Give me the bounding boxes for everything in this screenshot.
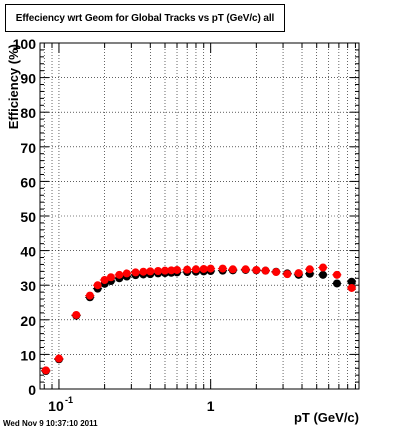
red-data-point [241,265,250,274]
chart-title-box: Effeciency wrt Geom for Global Tracks vs… [5,4,285,32]
red-data-point [115,270,124,279]
red-data-point [191,265,200,274]
red-data-point [252,265,261,274]
red-data-point [228,265,237,274]
x-axis-label: pT (GeV/c) [294,410,359,425]
red-data-point [261,266,270,275]
red-data-point [218,264,227,273]
grid-lines [40,43,359,389]
y-tick-label: 80 [20,105,36,121]
y-axis-label: Efficiency (%) [6,44,21,129]
red-data-point [173,265,182,274]
red-data-point [318,263,327,272]
red-data-point [146,267,155,276]
y-tick-label: 70 [20,140,36,156]
y-tick-label: 40 [20,244,36,260]
x-tick-label: 1 [207,398,215,414]
y-tick-label: 90 [20,71,36,87]
red-data-point [41,366,50,375]
y-tick-label: 30 [20,278,36,294]
red-data-point [160,266,169,275]
red-data-point [85,291,94,300]
black-data-point [332,279,341,288]
y-tick-label: 20 [20,313,36,329]
red-data-point [183,265,192,274]
timestamp: Wed Nov 9 10:37:10 2011 [3,419,98,428]
red-data-point [131,268,140,277]
y-tick-label: 0 [28,382,36,398]
red-data-point [54,354,63,363]
black-data-point [318,270,327,279]
red-data-point [283,270,292,279]
y-tick-label: 10 [20,347,36,363]
red-data-point [72,310,81,319]
red-data-point [139,267,148,276]
red-data-point [199,264,208,273]
red-data-point [347,283,356,292]
red-data-point [122,269,131,278]
red-data-point [154,267,163,276]
y-tick-label: 60 [20,174,36,190]
y-tick-label: 100 [13,36,37,52]
red-data-point [100,276,109,285]
red-data-point [332,270,341,279]
error-bars [41,265,357,374]
red-data-point [305,265,314,274]
x-tick-exponent: -1 [65,395,73,405]
red-data-point [206,264,215,273]
red-data-point [294,269,303,278]
y-tick-label: 50 [20,209,36,225]
red-data-point [167,266,176,275]
data-points [41,263,356,376]
red-data-point [272,268,281,277]
red-data-point [93,281,102,290]
x-tick-label: 10 [48,398,64,414]
black-data-point [347,277,356,286]
red-data-point [106,273,115,282]
chart-title: Effeciency wrt Geom for Global Tracks vs… [15,12,275,24]
axis-ticks [40,42,359,390]
